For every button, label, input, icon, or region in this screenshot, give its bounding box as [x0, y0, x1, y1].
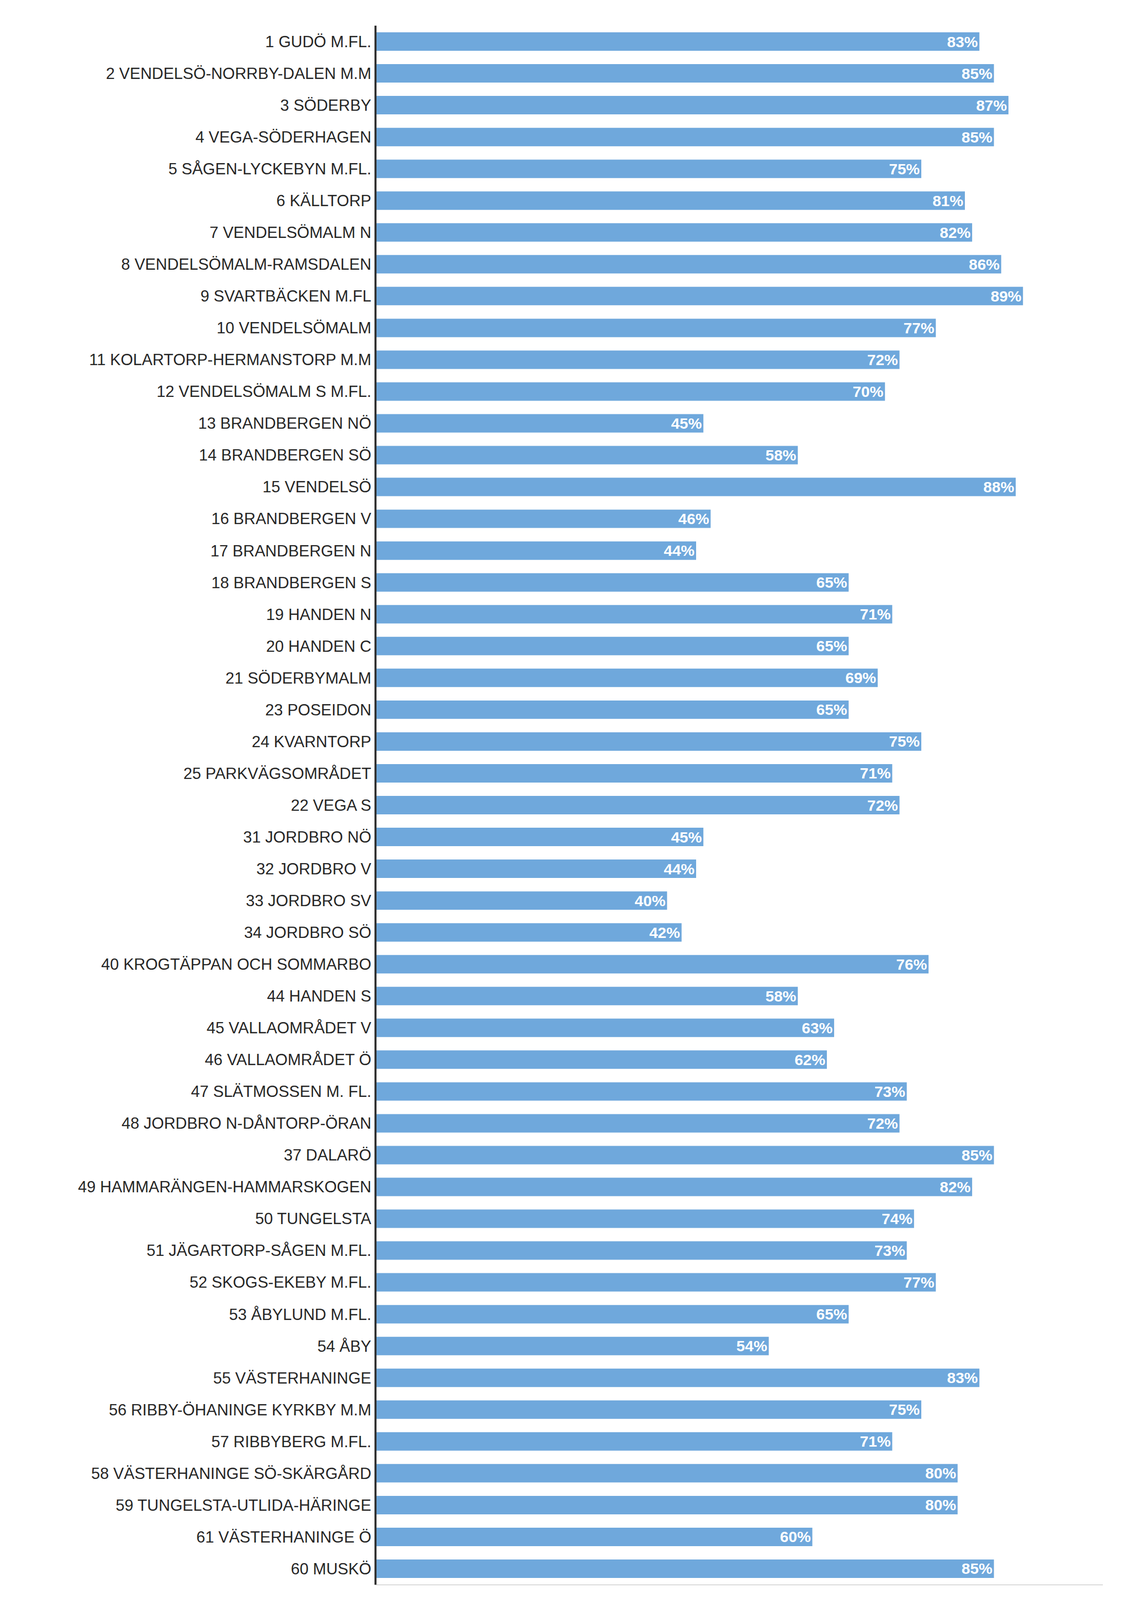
- svg-text:61 VÄSTERHANINGE Ö: 61 VÄSTERHANINGE Ö: [196, 1528, 372, 1547]
- svg-text:60%: 60%: [780, 1528, 812, 1546]
- svg-text:59 TUNGELSTA-UTLIDA-HÄRINGE: 59 TUNGELSTA-UTLIDA-HÄRINGE: [115, 1496, 371, 1515]
- svg-text:62%: 62%: [794, 1051, 826, 1069]
- svg-text:18 BRANDBERGEN S: 18 BRANDBERGEN S: [211, 574, 372, 592]
- svg-text:21 SÖDERBYMALM: 21 SÖDERBYMALM: [225, 669, 372, 688]
- svg-text:58 VÄSTERHANINGE SÖ-SKÄRGÅRD: 58 VÄSTERHANINGE SÖ-SKÄRGÅRD: [91, 1465, 372, 1484]
- svg-text:4 VEGA-SÖDERHAGEN: 4 VEGA-SÖDERHAGEN: [195, 128, 372, 147]
- svg-text:42%: 42%: [649, 924, 681, 942]
- svg-text:46 VALLAOMRÅDET Ö: 46 VALLAOMRÅDET Ö: [204, 1051, 371, 1070]
- svg-text:45 VALLAOMRÅDET V: 45 VALLAOMRÅDET V: [206, 1019, 372, 1038]
- svg-text:46%: 46%: [678, 510, 709, 528]
- svg-text:17 BRANDBERGEN N: 17 BRANDBERGEN N: [210, 542, 372, 561]
- svg-text:20 HANDEN C: 20 HANDEN C: [266, 637, 372, 656]
- svg-text:77%: 77%: [903, 319, 935, 337]
- svg-text:54%: 54%: [736, 1337, 768, 1355]
- svg-text:40%: 40%: [634, 892, 666, 910]
- svg-text:82%: 82%: [939, 1178, 971, 1196]
- svg-text:14 BRANDBERGEN SÖ: 14 BRANDBERGEN SÖ: [199, 446, 372, 465]
- svg-text:45%: 45%: [670, 828, 702, 846]
- svg-text:56 RIBBY-ÖHANINGE KYRKBY M.M: 56 RIBBY-ÖHANINGE KYRKBY M.M: [108, 1401, 372, 1420]
- svg-text:87%: 87%: [976, 96, 1007, 114]
- svg-text:54 ÅBY: 54 ÅBY: [317, 1337, 372, 1356]
- svg-text:11 KOLARTORP-HERMANSTORP M.M: 11 KOLARTORP-HERMANSTORP M.M: [89, 350, 372, 369]
- svg-text:75%: 75%: [888, 160, 920, 178]
- svg-text:5 SÅGEN-LYCKEBYN M.FL.: 5 SÅGEN-LYCKEBYN M.FL.: [168, 160, 372, 179]
- svg-text:71%: 71%: [859, 605, 891, 623]
- svg-text:16 BRANDBERGEN V: 16 BRANDBERGEN V: [211, 509, 372, 528]
- svg-text:45%: 45%: [670, 414, 702, 432]
- svg-text:58%: 58%: [765, 446, 797, 464]
- svg-text:44%: 44%: [663, 542, 695, 560]
- svg-text:75%: 75%: [888, 1401, 920, 1419]
- svg-text:83%: 83%: [946, 33, 978, 51]
- svg-text:49 HAMMARÄNGEN-HAMMARSKOGEN: 49 HAMMARÄNGEN-HAMMARSKOGEN: [77, 1178, 372, 1197]
- svg-text:57 RIBBYBERG M.FL.: 57 RIBBYBERG M.FL.: [211, 1433, 372, 1452]
- svg-text:1 GUDÖ M.FL.: 1 GUDÖ M.FL.: [265, 32, 372, 51]
- svg-text:71%: 71%: [859, 764, 891, 782]
- svg-text:48 JORDBRO N-DÅNTORP-ÖRAN: 48 JORDBRO N-DÅNTORP-ÖRAN: [121, 1114, 372, 1133]
- svg-text:15 VENDELSÖ: 15 VENDELSÖ: [262, 478, 372, 497]
- svg-text:22 VEGA S: 22 VEGA S: [290, 796, 372, 815]
- svg-text:85%: 85%: [961, 1560, 993, 1578]
- svg-text:86%: 86%: [969, 255, 1000, 273]
- svg-text:65%: 65%: [816, 701, 847, 719]
- svg-text:51 JÄGARTORP-SÅGEN M.FL.: 51 JÄGARTORP-SÅGEN M.FL.: [146, 1241, 372, 1260]
- svg-text:40 KROGTÄPPAN OCH SOMMARBO: 40 KROGTÄPPAN OCH SOMMARBO: [101, 955, 372, 974]
- svg-text:6 KÄLLTORP: 6 KÄLLTORP: [276, 191, 372, 210]
- svg-text:88%: 88%: [983, 478, 1015, 496]
- svg-text:23 POSEIDON: 23 POSEIDON: [265, 701, 372, 720]
- svg-text:73%: 73%: [874, 1242, 906, 1260]
- svg-text:72%: 72%: [866, 351, 898, 369]
- svg-text:32 JORDBRO V: 32 JORDBRO V: [256, 860, 372, 879]
- svg-text:44%: 44%: [663, 860, 695, 878]
- svg-text:72%: 72%: [866, 797, 898, 815]
- svg-text:73%: 73%: [874, 1083, 906, 1101]
- svg-text:83%: 83%: [946, 1369, 978, 1387]
- svg-text:44 HANDEN S: 44 HANDEN S: [267, 987, 372, 1006]
- svg-text:65%: 65%: [816, 637, 847, 655]
- svg-text:85%: 85%: [961, 128, 993, 146]
- svg-text:2 VENDELSÖ-NORRBY-DALEN M.M: 2 VENDELSÖ-NORRBY-DALEN M.M: [105, 64, 371, 83]
- svg-text:77%: 77%: [903, 1274, 935, 1292]
- svg-text:3 SÖDERBY: 3 SÖDERBY: [280, 96, 371, 115]
- svg-text:75%: 75%: [888, 733, 920, 750]
- svg-text:33 JORDBRO SV: 33 JORDBRO SV: [245, 892, 372, 911]
- svg-text:60 MUSKÖ: 60 MUSKÖ: [290, 1560, 372, 1579]
- svg-text:65%: 65%: [816, 574, 847, 591]
- svg-text:85%: 85%: [961, 1147, 993, 1164]
- svg-text:58%: 58%: [765, 987, 797, 1005]
- svg-text:63%: 63%: [801, 1019, 833, 1037]
- svg-text:80%: 80%: [925, 1465, 957, 1482]
- svg-text:89%: 89%: [990, 287, 1022, 305]
- svg-text:34 JORDBRO SÖ: 34 JORDBRO SÖ: [244, 923, 372, 942]
- svg-text:8 VENDELSÖMALM-RAMSDALEN: 8 VENDELSÖMALM-RAMSDALEN: [121, 255, 372, 274]
- svg-text:52 SKOGS-EKEBY M.FL.: 52 SKOGS-EKEBY M.FL.: [189, 1273, 371, 1292]
- svg-text:85%: 85%: [961, 65, 993, 83]
- svg-text:13 BRANDBERGEN NÖ: 13 BRANDBERGEN NÖ: [198, 414, 372, 433]
- svg-text:19 HANDEN N: 19 HANDEN N: [266, 605, 372, 624]
- svg-text:72%: 72%: [866, 1115, 898, 1133]
- svg-text:81%: 81%: [932, 192, 964, 210]
- svg-text:80%: 80%: [925, 1496, 957, 1514]
- svg-text:37 DALARÖ: 37 DALARÖ: [283, 1146, 372, 1165]
- svg-text:10 VENDELSÖMALM: 10 VENDELSÖMALM: [216, 319, 372, 338]
- svg-text:71%: 71%: [859, 1433, 891, 1451]
- svg-text:55 VÄSTERHANINGE: 55 VÄSTERHANINGE: [212, 1369, 371, 1388]
- svg-text:65%: 65%: [816, 1306, 847, 1323]
- svg-text:76%: 76%: [896, 956, 927, 974]
- svg-text:69%: 69%: [845, 669, 877, 687]
- svg-text:70%: 70%: [852, 383, 884, 401]
- svg-text:82%: 82%: [939, 224, 971, 242]
- svg-text:9 SVARTBÄCKEN M.FL: 9 SVARTBÄCKEN M.FL: [200, 287, 372, 306]
- svg-text:31 JORDBRO NÖ: 31 JORDBRO NÖ: [243, 828, 372, 847]
- svg-text:74%: 74%: [881, 1210, 913, 1228]
- svg-text:53 ÅBYLUND M.FL.: 53 ÅBYLUND M.FL.: [228, 1306, 371, 1324]
- svg-text:47 SLÄTMOSSEN M. FL.: 47 SLÄTMOSSEN M. FL.: [190, 1082, 371, 1101]
- svg-text:25 PARKVÄGSOMRÅDET: 25 PARKVÄGSOMRÅDET: [183, 764, 371, 783]
- svg-text:7 VENDELSÖMALM N: 7 VENDELSÖMALM N: [209, 223, 372, 242]
- svg-text:12 VENDELSÖMALM S M.FL.: 12 VENDELSÖMALM S M.FL.: [156, 382, 372, 401]
- svg-text:50 TUNGELSTA: 50 TUNGELSTA: [255, 1210, 372, 1229]
- svg-text:24 KVARNTORP: 24 KVARNTORP: [251, 733, 372, 751]
